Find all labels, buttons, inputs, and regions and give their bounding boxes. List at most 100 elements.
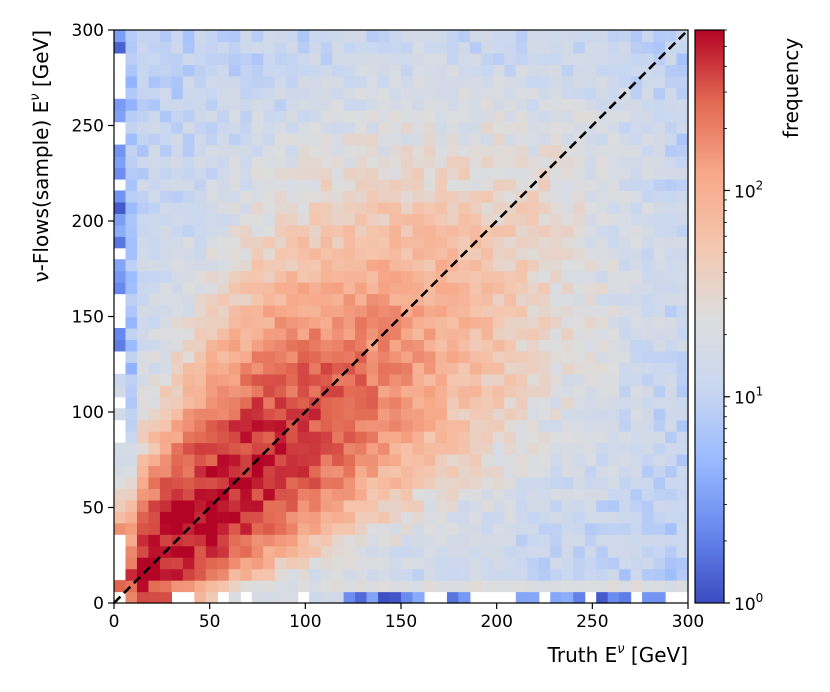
heatmap-cell: [561, 396, 574, 409]
heatmap-cell: [148, 259, 161, 272]
heatmap-cell: [412, 64, 425, 77]
heatmap-cell: [584, 270, 597, 283]
heatmap-cell: [561, 121, 574, 134]
heatmap-cell: [584, 213, 597, 226]
heatmap-cell: [240, 144, 253, 157]
heatmap-cell: [251, 431, 264, 444]
heatmap-cell: [619, 499, 632, 512]
heatmap-cell: [550, 75, 563, 88]
heatmap-cell: [412, 511, 425, 524]
heatmap-cell: [136, 373, 150, 386]
heatmap-cell: [550, 305, 563, 318]
heatmap-cell: [642, 499, 655, 512]
heatmap-cell: [171, 442, 184, 455]
heatmap-cell: [642, 488, 655, 501]
heatmap-cell: [228, 396, 241, 409]
heatmap-cell: [527, 224, 540, 237]
heatmap-cell: [251, 64, 264, 77]
heatmap-cell: [228, 568, 241, 581]
heatmap-cell: [504, 282, 517, 295]
heatmap-cell: [355, 87, 368, 100]
heatmap-cell: [401, 580, 414, 593]
heatmap-cell: [159, 224, 172, 237]
heatmap-cell: [309, 213, 322, 226]
heatmap-cell: [515, 75, 528, 88]
heatmap-cell: [309, 350, 322, 363]
heatmap-cell: [607, 282, 620, 295]
heatmap-cell: [263, 52, 276, 65]
heatmap-cell: [596, 545, 609, 558]
heatmap-cell: [596, 534, 609, 547]
heatmap-cell: [297, 522, 310, 535]
heatmap-cell: [309, 545, 322, 558]
heatmap-cell: [458, 178, 471, 192]
heatmap-cell: [309, 442, 322, 455]
heatmap-cell: [527, 431, 540, 444]
heatmap-cell: [527, 499, 540, 512]
heatmap-cell: [274, 476, 287, 489]
heatmap-cell: [286, 591, 299, 604]
heatmap-cell: [332, 87, 345, 100]
heatmap-cell: [343, 591, 356, 604]
heatmap-cell: [125, 282, 138, 295]
heatmap-cell: [515, 442, 528, 455]
heatmap-cell: [125, 362, 138, 375]
heatmap-cell: [435, 282, 448, 295]
heatmap-cell: [297, 431, 310, 444]
heatmap-cell: [217, 419, 230, 432]
heatmap-cell: [274, 52, 287, 65]
heatmap-cell: [286, 121, 299, 134]
heatmap-cell: [401, 156, 414, 169]
heatmap-cell: [159, 110, 172, 123]
heatmap-cell: [527, 442, 540, 455]
heatmap-cell: [676, 580, 689, 593]
heatmap-cell: [343, 305, 356, 318]
heatmap-cell: [297, 557, 310, 570]
heatmap-cell: [527, 156, 540, 169]
heatmap-cell: [573, 270, 586, 283]
heatmap-cell: [619, 282, 632, 295]
heatmap-cell: [469, 385, 482, 398]
heatmap-cell: [309, 488, 322, 501]
heatmap-cell: [217, 362, 230, 375]
heatmap-cell: [205, 476, 218, 489]
heatmap-cell: [584, 545, 597, 558]
heatmap-cell: [251, 305, 264, 318]
heatmap-cell: [240, 557, 253, 570]
heatmap-cell: [492, 110, 505, 123]
heatmap-cell: [286, 545, 299, 558]
heatmap-cell: [240, 121, 253, 134]
heatmap-cell: [550, 259, 563, 272]
heatmap-cell: [205, 373, 218, 386]
heatmap-cell: [251, 201, 264, 214]
heatmap-cell: [114, 282, 127, 295]
heatmap-cell: [228, 52, 241, 65]
heatmap-cell: [343, 247, 356, 260]
heatmap-cell: [665, 465, 678, 478]
heatmap-cell: [343, 385, 356, 398]
heatmap-cell: [619, 568, 632, 581]
heatmap-cell: [401, 396, 414, 409]
heatmap-cell: [423, 499, 437, 512]
heatmap-cell: [584, 568, 597, 581]
heatmap-cell: [515, 270, 528, 283]
heatmap-cell: [378, 178, 391, 192]
heatmap-cell: [492, 144, 505, 157]
heatmap-cell: [389, 580, 402, 593]
heatmap-cell: [550, 396, 563, 409]
heatmap-cell: [320, 98, 333, 111]
heatmap-cell: [446, 121, 459, 134]
heatmap-cell: [458, 259, 471, 272]
heatmap-cell: [412, 499, 425, 512]
heatmap-cell: [435, 213, 448, 226]
heatmap-cell: [619, 236, 632, 249]
heatmap-cell: [515, 568, 528, 581]
heatmap-cell: [263, 350, 276, 363]
heatmap-cell: [125, 213, 138, 226]
heatmap-cell: [125, 41, 138, 54]
heatmap-cell: [263, 339, 276, 352]
heatmap-cell: [171, 75, 184, 88]
heatmap-cell: [469, 545, 482, 558]
heatmap-cell: [378, 41, 391, 54]
heatmap-cell: [136, 224, 150, 237]
